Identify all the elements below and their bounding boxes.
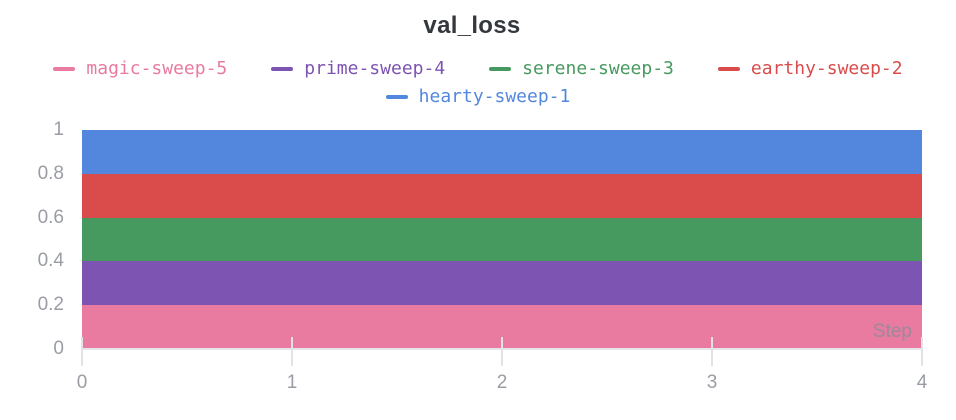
legend-line-icon [53, 66, 76, 71]
series-band-serene-sweep-3 [82, 217, 922, 262]
legend-item-hearty-sweep-1[interactable]: hearty-sweep-1 [385, 83, 571, 110]
legend-line-icon [385, 94, 408, 99]
x-tick-label: 0 [76, 372, 88, 393]
plot-area[interactable]: Step [81, 130, 923, 366]
chart-title: val_loss [423, 12, 521, 39]
y-tick-label: 0.8 [37, 162, 64, 184]
y-axis: 0 0.2 0.4 0.6 0.8 1 [0, 119, 64, 359]
y-tick-label: 0.6 [37, 206, 64, 228]
legend-item-magic-sweep-5[interactable]: magic-sweep-5 [53, 55, 227, 82]
legend-line-icon [489, 66, 512, 71]
legend-label: prime-sweep-4 [304, 58, 446, 79]
series-band-prime-sweep-4 [82, 261, 922, 306]
x-axis-title: Step [872, 321, 912, 342]
x-tick-mark [291, 337, 293, 366]
y-tick-label: 0.2 [37, 294, 64, 316]
legend-label: magic-sweep-5 [86, 58, 228, 79]
x-tick-mark [711, 337, 713, 366]
legend-label: serene-sweep-3 [522, 58, 674, 79]
legend-label: hearty-sweep-1 [418, 86, 571, 107]
x-tick-mark [501, 337, 503, 366]
x-tick-label: 1 [286, 372, 298, 393]
chart-legend: magic-sweep-5 prime-sweep-4 serene-sweep-3… [16, 55, 940, 110]
series-band-earthy-sweep-2 [82, 173, 922, 218]
x-tick-label: 4 [916, 372, 928, 393]
y-tick-label: 1 [53, 119, 64, 140]
legend-item-earthy-sweep-2[interactable]: earthy-sweep-2 [717, 55, 903, 82]
y-tick-label: 0 [53, 338, 64, 359]
series-band-hearty-sweep-1 [82, 130, 922, 174]
x-tick-label: 3 [706, 372, 718, 393]
legend-label: earthy-sweep-2 [750, 58, 903, 79]
x-tick-label: 2 [496, 372, 508, 393]
legend-item-prime-sweep-4[interactable]: prime-sweep-4 [271, 55, 445, 82]
y-tick-label: 0.4 [37, 250, 64, 272]
x-axis: 0 1 2 3 4 [77, 372, 928, 398]
x-tick-mark [921, 337, 923, 366]
x-tick-mark [81, 337, 83, 366]
legend-line-icon [271, 66, 294, 71]
legend-item-serene-sweep-3[interactable]: serene-sweep-3 [489, 55, 674, 82]
legend-line-icon [717, 66, 740, 71]
